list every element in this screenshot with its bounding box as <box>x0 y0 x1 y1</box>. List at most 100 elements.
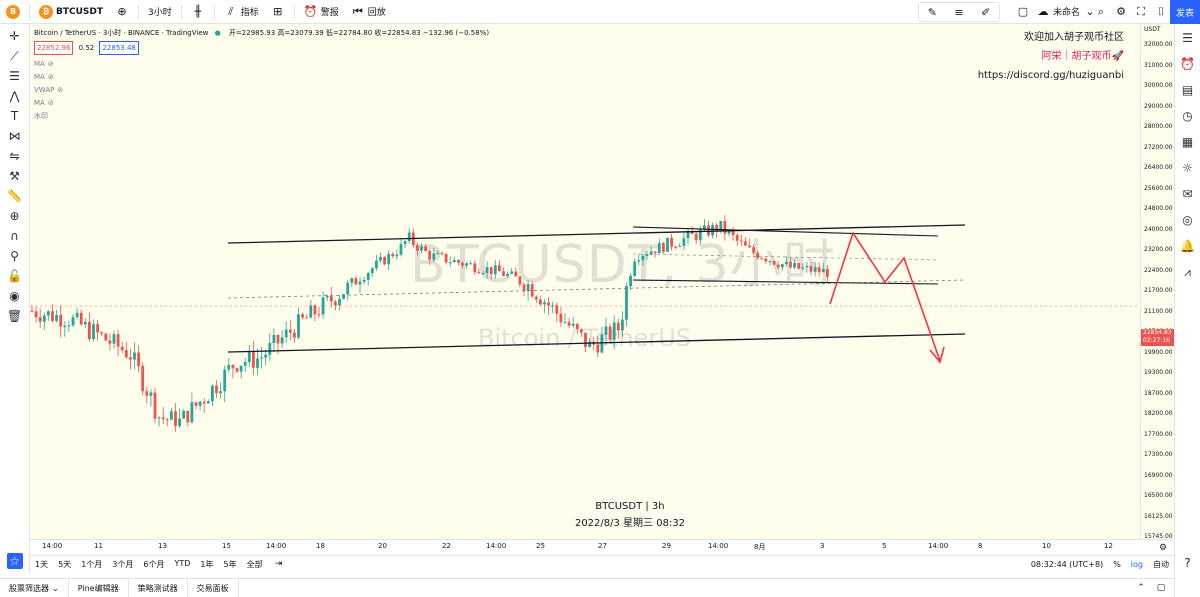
crosshair-icon[interactable]: ✛ <box>9 29 20 43</box>
fib-icon[interactable]: ☰ <box>9 69 20 83</box>
tab-pine-editor[interactable]: Pine编辑器 <box>69 578 129 597</box>
bid-price[interactable]: 22852.96 <box>34 41 74 55</box>
templates-button[interactable]: ⊞ <box>265 0 291 24</box>
indicator-ma-1[interactable]: MA ⊘ <box>34 58 489 71</box>
community-link[interactable]: https://discord.gg/huziguanbi <box>977 70 1124 81</box>
indicator-ma-2[interactable]: MA ⊘ <box>34 71 489 84</box>
price-axis[interactable]: USDT 32000.00 31000.00 30000.00 29000.00 280… <box>1140 24 1175 540</box>
measure-icon[interactable]: ⋈ <box>8 129 21 143</box>
snapshot-button[interactable]: ⌷ <box>1148 0 1174 24</box>
chart-pane[interactable]: BTCUSDT, 3小时 Bitcoin / TetherUS Bitcoin … <box>30 24 1140 539</box>
ruler-icon[interactable]: 📏 <box>7 189 22 203</box>
replay-button[interactable]: ⏮ 回放 <box>345 0 392 24</box>
trendline-icon[interactable]: ⟋ <box>10 49 19 63</box>
candle-body <box>63 325 67 327</box>
tab-trading-panel[interactable]: 交易面板 <box>188 578 239 597</box>
layout-button[interactable]: ▢ <box>1010 0 1036 24</box>
candle-body <box>305 317 309 319</box>
calendar-range-icon[interactable]: ⇥ <box>274 559 283 569</box>
settings-gear-icon[interactable]: ⚙ <box>1158 542 1168 553</box>
object-tree-icon[interactable]: ☆ <box>6 553 23 569</box>
settings-button[interactable]: ⚙ <box>1108 0 1134 24</box>
candle-body <box>231 365 235 369</box>
brush-icon[interactable]: ⇋ <box>9 149 20 163</box>
eye-off-icon[interactable]: ⊘ <box>47 99 54 107</box>
text-icon[interactable]: T <box>10 109 19 123</box>
lock-icon[interactable]: ⚲ <box>10 249 19 263</box>
candle-body <box>493 265 497 275</box>
candle-body <box>739 240 743 242</box>
brush-icon[interactable]: ✐ <box>981 5 991 19</box>
candle-body <box>534 296 538 300</box>
publish-button[interactable]: 发表 <box>1170 0 1200 24</box>
magnet-icon[interactable]: ∩ <box>10 229 19 243</box>
clock[interactable]: 08:32:44 (UTC+8) <box>1030 560 1104 569</box>
range-button[interactable]: 5天 <box>58 560 72 569</box>
candle-body <box>711 224 714 236</box>
time-axis[interactable]: 14:00 11 13 15 14:00 18 20 22 14:00 25 27 29 14:00 8月… <box>30 539 1174 555</box>
wedge-mid-line[interactable] <box>632 253 939 261</box>
indicators-button[interactable]: ⫽ 指标 <box>218 0 265 24</box>
notifications-icon[interactable]: 🔔 <box>1180 239 1195 253</box>
range-button[interactable]: 1年 <box>200 560 214 569</box>
projection-path[interactable] <box>829 231 941 362</box>
fullscreen-button[interactable]: ⛶ <box>1128 0 1154 24</box>
help-icon[interactable]: ? <box>1184 556 1191 570</box>
range-button[interactable]: YTD <box>174 559 191 568</box>
chart-type-button[interactable]: ╫ <box>185 0 211 24</box>
calendar-icon[interactable]: ▦ <box>1181 135 1194 149</box>
alerts-icon[interactable]: ⏰ <box>1180 57 1195 71</box>
eye-off-icon[interactable]: ⊘ <box>47 60 54 68</box>
range-button[interactable]: 全部 <box>246 560 263 569</box>
indicator-watermark[interactable]: 水印 <box>34 110 489 123</box>
user-menu[interactable]: B <box>0 0 26 24</box>
indicator-vwap[interactable]: VWAP ⊘ <box>34 84 489 97</box>
ask-price[interactable]: 22853.48 <box>99 41 139 55</box>
data-window-icon[interactable]: ▤ <box>1181 83 1194 97</box>
range-button[interactable]: 5年 <box>223 560 237 569</box>
trash-icon[interactable]: 🗑 <box>6 309 23 323</box>
wedge-upper-line[interactable] <box>632 226 939 237</box>
interval-button[interactable]: 3小时 <box>148 8 172 18</box>
draw-tool-icon[interactable]: ✎ <box>927 5 937 19</box>
range-button[interactable]: 3个月 <box>112 560 134 569</box>
range-button[interactable]: 6个月 <box>143 560 165 569</box>
tab-strategy-tester[interactable]: 策略测试器 <box>129 578 188 597</box>
hammer-icon[interactable]: ⚒ <box>9 169 20 183</box>
eye-icon[interactable]: ◉ <box>9 289 20 303</box>
symbol-search-button[interactable]: ₿ BTCUSDT <box>33 0 109 24</box>
lines-icon[interactable]: ≡ <box>954 5 964 19</box>
percent-toggle[interactable]: % <box>1113 560 1121 569</box>
candle-body <box>219 391 222 394</box>
collapse-panel-icon[interactable]: ⌃ <box>1137 582 1145 593</box>
save-layout-button[interactable]: ☁ 未命名 ⌄ <box>1030 0 1103 24</box>
streams-icon[interactable]: ◎ <box>1182 213 1193 227</box>
pattern-icon[interactable]: ⋀ <box>9 89 20 103</box>
search-button[interactable]: ⌕ <box>1088 0 1114 24</box>
maximize-panel-icon[interactable]: ▢ <box>1156 582 1166 593</box>
channel-upper-line[interactable] <box>227 224 966 244</box>
pine-icon[interactable]: ⩘ <box>1184 265 1191 279</box>
tab-stock-screener[interactable]: 股票筛选器 ⌄ <box>0 578 69 597</box>
range-button[interactable]: 1个月 <box>81 560 103 569</box>
hotlist-icon[interactable]: ◷ <box>1182 109 1193 123</box>
candle-body <box>666 237 669 252</box>
candle-body <box>477 272 481 274</box>
indicator-ma-3[interactable]: MA ⊘ <box>34 97 489 110</box>
eye-off-icon[interactable]: ⊘ <box>57 86 64 94</box>
alert-button[interactable]: ⏰ 警报 <box>298 0 345 24</box>
zoom-icon[interactable]: ⊕ <box>9 209 20 223</box>
current-price-label: 22854.83 02:27:16 <box>1141 329 1175 346</box>
auto-toggle[interactable]: 自动 <box>1153 560 1169 569</box>
chat-icon[interactable]: ✉ <box>1182 187 1193 201</box>
channel-lower-line[interactable] <box>227 333 966 353</box>
layout-name: 未命名 <box>1053 8 1081 18</box>
ideas-icon[interactable]: ☼ <box>1182 161 1193 175</box>
wedge-lower-line[interactable] <box>632 279 939 285</box>
log-toggle[interactable]: log <box>1130 560 1143 569</box>
range-button[interactable]: 1天 <box>35 560 49 569</box>
compare-button[interactable]: ⊕ <box>109 0 135 24</box>
watchlist-icon[interactable]: ☰ <box>1182 31 1193 45</box>
eye-off-icon[interactable]: ⊘ <box>47 73 54 81</box>
lock-open-icon[interactable]: 🔓 <box>7 269 22 283</box>
